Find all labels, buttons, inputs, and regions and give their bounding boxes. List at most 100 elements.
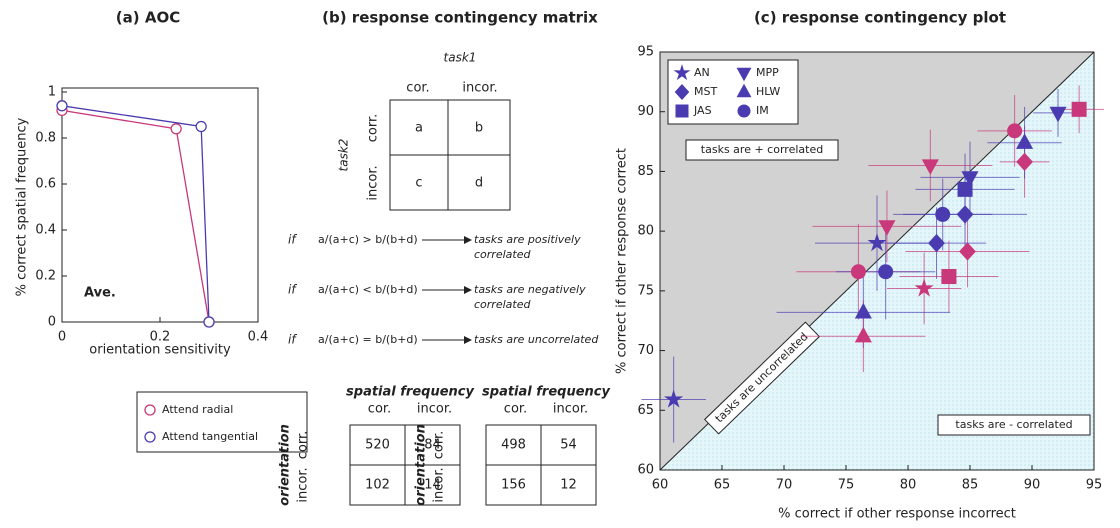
- x-tick-label: 0.2: [150, 330, 171, 345]
- y-tick-label: 90: [637, 104, 654, 119]
- table-cell: 102: [365, 478, 390, 493]
- annotation: tasks are + correlated: [701, 143, 823, 156]
- table-row-label: corr.: [296, 431, 311, 460]
- x-tick-label: 95: [1086, 478, 1103, 493]
- legend-label: MST: [694, 85, 717, 98]
- point: [170, 123, 182, 135]
- annotation: tasks are - correlated: [955, 418, 1072, 431]
- point: [1016, 152, 1033, 172]
- point: [928, 233, 945, 253]
- table-cell: 498: [501, 438, 526, 453]
- point: [956, 205, 974, 224]
- point: [959, 242, 976, 261]
- table-cell: 14: [424, 478, 441, 493]
- rule-result: correlated: [474, 248, 531, 261]
- x-tick-label: 70: [776, 478, 793, 493]
- chart-title: (a) AOC: [116, 9, 180, 27]
- rule-result: tasks are positively: [474, 233, 581, 246]
- table-col-label: incor.: [417, 402, 452, 417]
- y-tick-label: 0.8: [35, 131, 56, 146]
- point: [878, 264, 894, 280]
- point: [854, 326, 872, 343]
- y-tick-label: 70: [637, 343, 654, 358]
- table-cell: 54: [560, 438, 577, 453]
- y-tick-label: 0.6: [35, 177, 56, 192]
- x-tick-label: 0: [58, 330, 66, 345]
- point: [935, 206, 951, 222]
- y-tick-label: 95: [637, 45, 654, 60]
- legend-label: AN: [694, 66, 710, 79]
- y-tick-label: 0.2: [35, 269, 56, 284]
- table-row-label: incor.: [432, 467, 447, 502]
- legend-label: JAS: [693, 104, 712, 117]
- legend-marker: [144, 431, 156, 443]
- y-tick-label: 60: [637, 463, 654, 478]
- table-cell: 156: [501, 478, 526, 493]
- legend-label: Attend radial: [162, 403, 233, 416]
- y-axis-label: % correct if other response correct: [615, 148, 630, 374]
- legend-box: [136, 391, 308, 453]
- y-tick-label: 85: [637, 164, 654, 179]
- y-axis-label: % correct spatial frequency: [15, 117, 30, 296]
- point: [1007, 123, 1023, 139]
- rule-result: tasks are uncorrelated: [474, 333, 599, 346]
- legend-marker: [675, 104, 689, 118]
- y-tick-label: 0.4: [35, 223, 56, 238]
- point: [867, 233, 887, 252]
- table-row-title: orientation: [278, 424, 293, 506]
- legend-marker: [673, 64, 691, 81]
- cell: b: [475, 121, 483, 136]
- table-row-label: corr.: [432, 431, 447, 460]
- cell: c: [415, 176, 422, 191]
- row-label: corr.: [366, 114, 381, 143]
- row-label: incor.: [366, 165, 381, 200]
- table-row-label: incor.: [296, 467, 311, 502]
- rule-if: if: [288, 333, 297, 347]
- rule-if: if: [288, 283, 297, 297]
- point: [921, 159, 939, 175]
- point: [1016, 133, 1034, 149]
- x-tick-label: 65: [714, 478, 731, 493]
- rule-result: tasks are negatively: [474, 283, 586, 296]
- legend-marker: [144, 404, 156, 416]
- point: [203, 316, 215, 328]
- legend-label: IM: [756, 104, 769, 117]
- point: [850, 264, 866, 280]
- x-tick-label: 75: [838, 478, 855, 493]
- y-tick-label: 1: [48, 85, 56, 100]
- x-axis-label: % correct if other response incorrect: [778, 507, 1016, 522]
- point: [957, 181, 973, 197]
- x-axis-label: orientation sensitivity: [89, 343, 231, 358]
- cell: d: [475, 176, 483, 191]
- legend-label: HLW: [756, 85, 780, 98]
- task2-label: task2: [337, 139, 351, 172]
- legend-label: MPP: [756, 66, 779, 79]
- point: [1049, 106, 1067, 123]
- point: [56, 100, 68, 112]
- table-row-title: orientation: [414, 424, 429, 506]
- legend-label: Attend tangential: [162, 430, 258, 443]
- annotation: Ave.: [84, 286, 116, 301]
- x-tick-label: 85: [962, 478, 979, 493]
- point: [878, 220, 896, 236]
- rule-condition: a/(a+c) = b/(b+d): [318, 333, 418, 346]
- point: [195, 120, 207, 133]
- rule-condition: a/(a+c) < b/(b+d): [318, 283, 418, 296]
- point: [854, 302, 872, 319]
- x-tick-label: 90: [1024, 478, 1041, 493]
- col-label: incor.: [462, 81, 497, 96]
- x-tick-label: 0.4: [248, 330, 269, 345]
- table-column-title: spatial frequency: [482, 385, 610, 400]
- point: [914, 278, 934, 297]
- plot-frame: [659, 51, 1095, 471]
- point: [664, 389, 684, 408]
- y-tick-label: 80: [637, 224, 654, 239]
- table-cell: 12: [560, 478, 577, 493]
- y-tick-label: 0: [48, 315, 56, 330]
- matrix-title: (b) response contingency matrix: [322, 9, 598, 27]
- point: [941, 269, 957, 285]
- rule-if: if: [288, 233, 297, 247]
- x-tick-label: 60: [652, 478, 669, 493]
- point: [961, 171, 979, 187]
